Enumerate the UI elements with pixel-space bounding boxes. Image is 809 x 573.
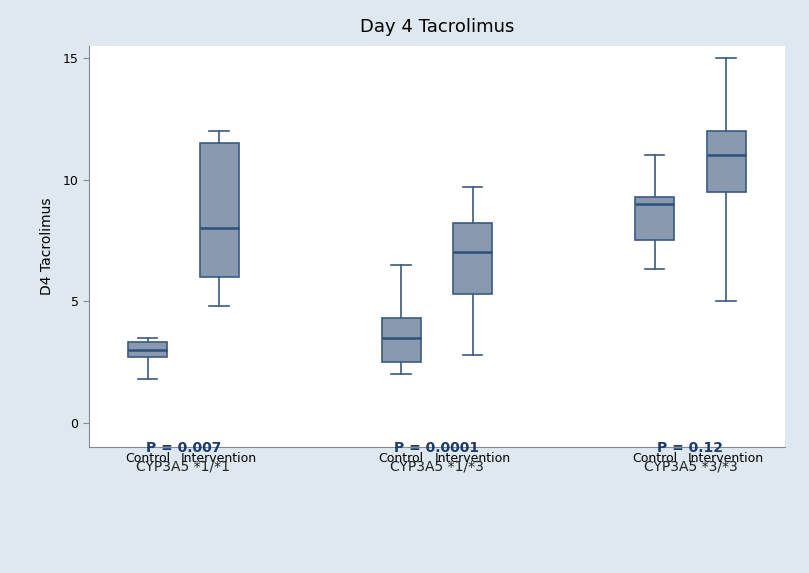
PathPatch shape xyxy=(635,197,674,240)
PathPatch shape xyxy=(382,318,421,362)
Text: CYP3A5 *1/*1: CYP3A5 *1/*1 xyxy=(136,459,231,473)
PathPatch shape xyxy=(128,343,167,357)
Text: P = 0.007: P = 0.007 xyxy=(146,441,221,455)
Text: CYP3A5 *3/*3: CYP3A5 *3/*3 xyxy=(644,459,737,473)
PathPatch shape xyxy=(453,223,492,294)
Text: P = 0.12: P = 0.12 xyxy=(658,441,723,455)
Text: P = 0.0001: P = 0.0001 xyxy=(394,441,480,455)
Title: Day 4 Tacrolimus: Day 4 Tacrolimus xyxy=(360,18,514,36)
Text: CYP3A5 *1/*3: CYP3A5 *1/*3 xyxy=(390,459,484,473)
Y-axis label: D4 Tacrolimus: D4 Tacrolimus xyxy=(40,198,54,295)
PathPatch shape xyxy=(707,131,746,192)
PathPatch shape xyxy=(200,143,239,277)
